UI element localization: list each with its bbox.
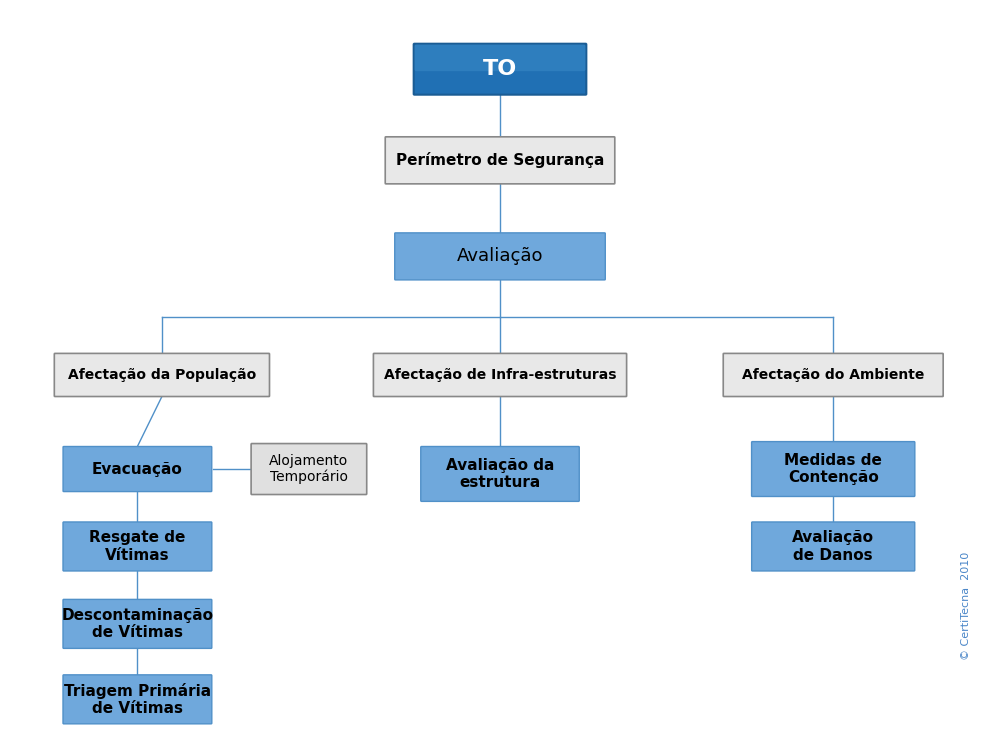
FancyBboxPatch shape (63, 522, 212, 571)
FancyBboxPatch shape (373, 354, 627, 397)
Text: Evacuação: Evacuação (92, 462, 183, 477)
FancyBboxPatch shape (54, 354, 269, 397)
FancyBboxPatch shape (251, 444, 366, 495)
FancyBboxPatch shape (724, 354, 943, 397)
Text: Afectação de Infra-estruturas: Afectação de Infra-estruturas (383, 368, 617, 382)
FancyBboxPatch shape (63, 675, 212, 724)
Text: Avaliação
de Danos: Avaliação de Danos (792, 530, 874, 562)
Text: TO: TO (482, 59, 518, 79)
FancyBboxPatch shape (752, 442, 915, 497)
Text: Afectação da População: Afectação da População (68, 368, 256, 382)
Text: Afectação do Ambiente: Afectação do Ambiente (742, 368, 924, 382)
Text: Alojamento
Temporário: Alojamento Temporário (269, 454, 348, 484)
FancyBboxPatch shape (63, 447, 212, 492)
FancyBboxPatch shape (385, 137, 615, 184)
FancyBboxPatch shape (752, 522, 915, 571)
Text: Triagem Primária
de Vítimas: Triagem Primária de Vítimas (64, 683, 211, 716)
Text: Avaliação: Avaliação (456, 248, 544, 266)
Text: Perímetro de Segurança: Perímetro de Segurança (395, 152, 605, 169)
FancyBboxPatch shape (413, 44, 587, 95)
Text: © CertiTecna  2010: © CertiTecna 2010 (961, 552, 971, 660)
Text: Resgate de
Vítimas: Resgate de Vítimas (89, 530, 185, 562)
FancyBboxPatch shape (420, 447, 580, 501)
FancyBboxPatch shape (414, 45, 586, 71)
Text: Avaliação da
estrutura: Avaliação da estrutura (445, 458, 555, 490)
Text: Descontaminação
de Vítimas: Descontaminação de Vítimas (61, 608, 213, 640)
FancyBboxPatch shape (63, 599, 212, 648)
Text: Medidas de
Contenção: Medidas de Contenção (784, 453, 882, 485)
FancyBboxPatch shape (394, 233, 606, 280)
